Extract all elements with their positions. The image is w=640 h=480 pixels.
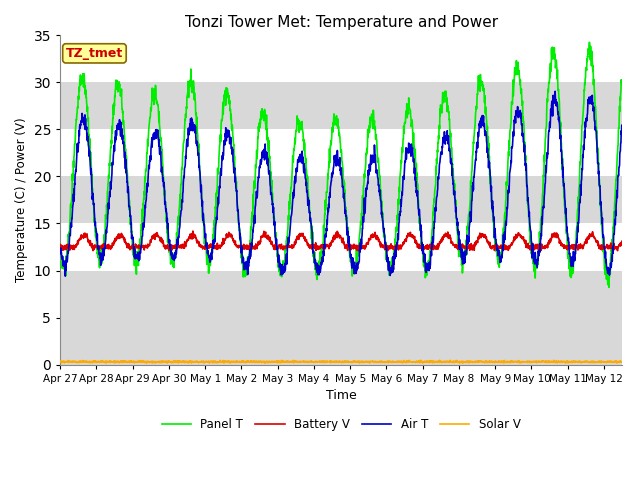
Solar V [602,360,610,366]
Battery V [602,243,610,249]
Solar V [499,358,507,364]
Air T [551,88,559,94]
Air T [56,246,64,252]
Panel T [602,271,610,277]
Panel T [330,122,337,128]
X-axis label: Time: Time [326,389,356,402]
Solar V [330,359,337,364]
Bar [60,130,622,177]
Solar V [602,359,610,365]
Line: Panel T: Panel T [60,42,622,288]
Air T [499,248,507,253]
Air T [315,263,323,269]
Panel T [85,138,93,144]
Solar V [315,359,323,365]
Y-axis label: Temperature (C) / Power (V): Temperature (C) / Power (V) [15,118,28,282]
Panel T [56,241,64,247]
Battery V [315,243,323,249]
Legend: Panel T, Battery V, Air T, Solar V: Panel T, Battery V, Air T, Solar V [157,413,525,436]
Solar V [56,358,64,364]
Air T [61,273,69,279]
Panel T [605,285,612,290]
Battery V [499,245,507,251]
Panel T [315,267,323,273]
Solar V [459,360,467,366]
Air T [618,128,626,134]
Bar [60,36,622,83]
Line: Air T: Air T [60,91,622,276]
Text: TZ_tmet: TZ_tmet [66,47,123,60]
Air T [85,154,93,159]
Line: Battery V: Battery V [60,231,622,251]
Battery V [189,228,196,234]
Panel T [499,231,506,237]
Air T [602,256,610,262]
Solar V [85,359,93,365]
Panel T [618,79,626,85]
Panel T [602,266,610,272]
Title: Tonzi Tower Met: Temperature and Power: Tonzi Tower Met: Temperature and Power [184,15,498,30]
Battery V [602,245,610,251]
Battery V [384,248,392,253]
Solar V [417,357,424,363]
Battery V [56,243,64,249]
Air T [602,261,610,267]
Air T [330,164,337,170]
Solar V [618,359,626,365]
Line: Solar V: Solar V [60,360,622,363]
Battery V [330,233,337,239]
Panel T [586,39,593,45]
Bar [60,224,622,271]
Battery V [85,240,93,246]
Battery V [618,238,626,244]
